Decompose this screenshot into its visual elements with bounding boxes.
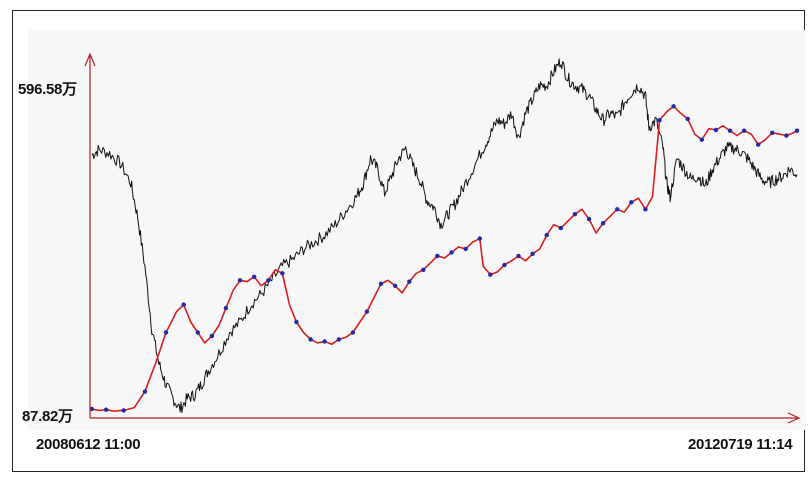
series-red-marker bbox=[449, 250, 454, 255]
series-red-marker bbox=[223, 305, 229, 311]
series-layer bbox=[89, 58, 800, 414]
series-red-marker bbox=[770, 130, 775, 135]
y-axis-min-label: 87.82万 bbox=[22, 408, 73, 425]
series-red-marker bbox=[784, 133, 789, 138]
series-red-marker bbox=[237, 278, 243, 283]
series-red-marker bbox=[586, 216, 592, 222]
series-red-marker bbox=[435, 253, 440, 259]
series-red-marker bbox=[502, 262, 507, 268]
series-red-marker bbox=[615, 207, 620, 212]
series-red-marker bbox=[266, 278, 271, 283]
series-red-marker bbox=[364, 309, 370, 314]
series-red-marker bbox=[181, 302, 186, 307]
series-red-line bbox=[91, 105, 798, 412]
series-red-marker bbox=[463, 246, 468, 252]
x-axis-end-label: 20120719 11:14 bbox=[688, 436, 793, 453]
series-red-marker bbox=[103, 407, 109, 412]
series-black-line bbox=[91, 58, 798, 414]
series-red-marker bbox=[407, 279, 412, 284]
series-red-marker bbox=[421, 267, 426, 272]
series-red-marker bbox=[477, 236, 482, 241]
series-red-marker bbox=[163, 330, 169, 335]
series-red-marker bbox=[121, 408, 126, 413]
series-red-marker bbox=[350, 330, 356, 335]
series-red-marker bbox=[685, 116, 690, 122]
series-red-marker bbox=[741, 128, 747, 133]
series-red-marker bbox=[294, 319, 299, 325]
series-red-marker bbox=[530, 251, 535, 256]
y-axis-max-label: 596.58万 bbox=[18, 81, 77, 98]
series-red-marker bbox=[336, 337, 341, 342]
series-red-marker bbox=[727, 128, 733, 133]
plot-area bbox=[28, 30, 806, 430]
series-red-marker bbox=[794, 128, 800, 133]
series-red-marker bbox=[308, 337, 313, 342]
series-red-marker bbox=[209, 333, 215, 339]
series-red-marker bbox=[488, 272, 493, 277]
series-red-marker bbox=[252, 274, 257, 279]
series-red-marker bbox=[392, 283, 398, 288]
series-red-marker bbox=[699, 137, 704, 142]
series-red-marker bbox=[378, 281, 384, 286]
series-red-marker bbox=[280, 271, 285, 276]
series-red-marker bbox=[756, 142, 761, 147]
series-red-marker bbox=[195, 330, 200, 335]
y-axis-arrowhead bbox=[84, 52, 96, 67]
series-red-marker bbox=[643, 207, 648, 212]
axes bbox=[84, 52, 801, 424]
series-red-marker bbox=[142, 389, 148, 394]
series-red-marker bbox=[657, 118, 662, 123]
series-red-marker bbox=[516, 253, 521, 259]
series-red-marker bbox=[671, 104, 676, 109]
series-red-marker bbox=[600, 221, 606, 226]
series-red-marker bbox=[572, 212, 578, 217]
series-red-marker bbox=[713, 127, 719, 133]
series-red-marker bbox=[558, 225, 563, 231]
series-red-marker bbox=[322, 339, 327, 344]
series-red-marker bbox=[544, 232, 549, 238]
series-red-marker bbox=[89, 406, 95, 412]
x-axis-arrowhead bbox=[787, 412, 801, 424]
x-axis-start-label: 20080612 11:00 bbox=[36, 436, 141, 453]
series-red-marker bbox=[629, 200, 634, 205]
